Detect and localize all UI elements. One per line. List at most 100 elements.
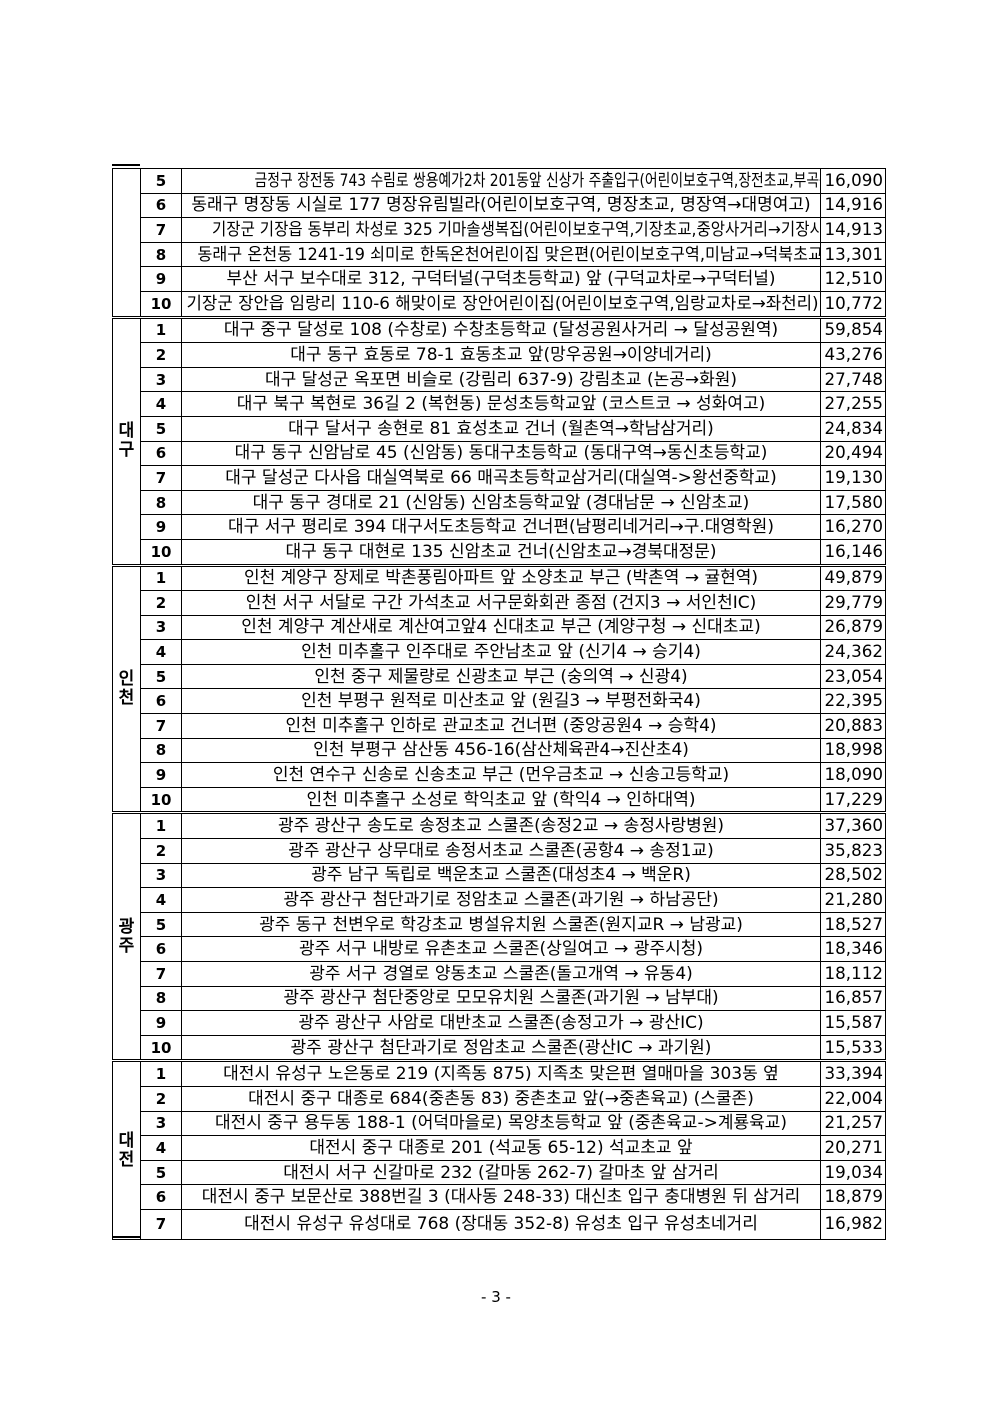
location-cell: 광주 서구 내방로 유촌초교 스쿨존(상일여고 → 광주시청) xyxy=(181,936,821,962)
rank-cell-text: 8 xyxy=(155,741,167,760)
rank-cell-text: 4 xyxy=(155,891,167,910)
location-cell: 인천 서구 서달로 구간 가석초교 서구문화회관 종점 (건지3 → 서인천IC… xyxy=(181,590,821,616)
count-cell-text: 18,112 xyxy=(824,963,883,984)
count-cell-text: 18,090 xyxy=(824,765,883,786)
count-cell: 24,362 xyxy=(820,639,886,665)
location-cell-text: 인천 중구 제물량로 신광초교 부근 (숭의역 → 신광4) xyxy=(314,666,688,687)
table-row: 8 동래구 온천동 1241-19 쇠미로 한독온천어린이집 맞은편(어린이보호구… xyxy=(113,241,886,268)
count-cell: 16,857 xyxy=(820,985,886,1012)
location-cell-text: 인천 미추홀구 인하로 관교초교 건너편 (중앙공원4 → 승학4) xyxy=(285,715,717,736)
rank-cell: 2 xyxy=(140,838,182,864)
rank-cell-text: 10 xyxy=(150,294,172,313)
table-row: 8 대구 동구 경대로 21 (신암동) 신암초등학교앞 (경대남문 → 신암초교… xyxy=(113,489,886,516)
location-cell: 대전시 유성구 노은동로 219 (지족동 875) 지족초 맞은편 열매마을 … xyxy=(181,1059,821,1087)
location-cell: 대전시 중구 보문산로 388번길 3 (대사동 248-33) 대신초 입구 … xyxy=(181,1184,821,1210)
location-cell: 동래구 명장동 시실로 177 명장유림빌라(어린이보호구역, 명장초교, 명장… xyxy=(181,192,821,219)
count-cell-text: 18,879 xyxy=(824,1187,883,1208)
count-cell: 16,270 xyxy=(820,514,886,540)
location-cell-text: 대전시 중구 보문산로 388번길 3 (대사동 248-33) 대신초 입구 … xyxy=(201,1187,801,1208)
rank-cell: 4 xyxy=(140,639,182,665)
count-cell-text: 17,229 xyxy=(824,789,883,810)
rank-cell-text: 10 xyxy=(150,542,172,561)
location-cell-text: 광주 광산구 상무대로 송정서초교 스쿨존(공항4 → 송정1교) xyxy=(288,840,714,861)
count-cell-text: 22,395 xyxy=(824,691,883,712)
location-cell: 대전시 중구 용두동 188-1 (어덕마을로) 목양초등학교 앞 (중촌육교-… xyxy=(181,1110,821,1137)
location-cell: 기장군 장안읍 임랑리 110-6 해맞이로 장안어린이집(어린이보호구역,임랑… xyxy=(181,290,821,318)
location-cell-text: 대구 동구 신암남로 45 (신암동) 동대구초등학교 (동대구역→동신초등학교… xyxy=(234,443,768,464)
rank-cell-text: 1 xyxy=(155,569,167,588)
location-cell: 광주 서구 경열로 양동초교 스쿨존(돌고개역 → 유동4) xyxy=(181,961,821,987)
table-row: 7 광주 서구 경열로 양동초교 스쿨존(돌고개역 → 유동4) 18,112 xyxy=(113,961,886,987)
rank-cell: 9 xyxy=(140,1010,182,1036)
location-cell-text: 인천 미추홀구 인주대로 주안남초교 앞 (신기4 → 승기4) xyxy=(301,642,701,663)
rank-cell-text: 5 xyxy=(155,915,167,934)
location-cell: 광주 광산구 상무대로 송정서초교 스쿨존(공항4 → 송정1교) xyxy=(181,838,821,864)
location-cell-text: 대전시 중구 대종로 201 (석교동 65-12) 석교초교 앞 xyxy=(309,1137,693,1158)
count-cell-text: 12,510 xyxy=(824,269,883,290)
rank-cell-text: 5 xyxy=(155,667,167,686)
location-cell-text: 대구 북구 복현로 36길 2 (복현동) 문성초등학교앞 (코스트코 → 성화… xyxy=(236,394,766,415)
table-row: 8 인천 부평구 삼산동 456-16(삼산체육관4→진산초4) 18,998 xyxy=(113,737,886,764)
table-row: 10 광주 광산구 첨단과기로 정암초교 스쿨존(광산IC → 과기원) 15,53… xyxy=(113,1034,886,1062)
location-cell-text: 대구 달성군 다사읍 대실역북로 66 매곡초등학교삼거리(대실역->왕선중학교… xyxy=(225,467,777,488)
count-cell-text: 14,913 xyxy=(824,219,883,240)
region-cell: 인천 xyxy=(112,563,141,814)
count-cell: 12,510 xyxy=(820,266,886,292)
count-cell: 14,913 xyxy=(820,217,886,243)
count-cell: 33,394 xyxy=(820,1059,886,1087)
location-cell-text: 대전시 중구 용두동 188-1 (어덕마을로) 목양초등학교 앞 (중촌육교-… xyxy=(214,1113,788,1134)
location-cell-text: 인천 부평구 원적로 미산초교 앞 (원길3 → 부평전화국4) xyxy=(301,691,701,712)
count-cell-text: 16,146 xyxy=(824,541,883,562)
location-cell-text: 광주 광산구 첨단중앙로 모모유치원 스쿨존(과기원 → 남부대) xyxy=(283,988,719,1009)
count-cell-text: 20,271 xyxy=(824,1137,883,1158)
count-cell: 49,879 xyxy=(820,563,886,592)
rank-cell-text: 3 xyxy=(155,618,167,637)
count-cell-text: 33,394 xyxy=(824,1064,883,1085)
rank-cell: 4 xyxy=(140,391,182,417)
rank-cell: 7 xyxy=(140,713,182,739)
rank-cell: 10 xyxy=(140,538,182,566)
table-row: 5 금정구 장전동 743 수림로 쌍용예가2차 201동앞 신상가 주출입구(어… xyxy=(112,168,886,318)
count-cell: 20,271 xyxy=(820,1135,886,1161)
count-cell-text: 19,130 xyxy=(824,467,883,488)
location-cell-text: 금정구 장전동 743 수림로 쌍용예가2차 201동앞 신상가 주출입구(어린… xyxy=(254,170,820,191)
location-cell: 인천 계양구 장제로 박촌풍림아파트 앞 소양초교 부근 (박촌역 → 귤현역) xyxy=(181,563,821,592)
table-row: 5 대전시 서구 신갈마로 232 (갈마동 262-7) 갈마초 앞 삼거리 19… xyxy=(113,1159,886,1186)
rank-cell-text: 7 xyxy=(155,220,167,239)
rank-cell-text: 1 xyxy=(155,1065,167,1084)
rank-cell: 6 xyxy=(140,192,182,219)
rank-cell: 3 xyxy=(140,366,182,393)
rank-cell: 9 xyxy=(140,266,182,292)
count-cell-text: 18,346 xyxy=(824,939,883,960)
location-cell-text: 대전시 유성구 노은동로 219 (지족동 875) 지족초 맞은편 열매마을 … xyxy=(223,1064,779,1085)
count-cell: 18,112 xyxy=(820,961,886,987)
traffic-count-table: 5 금정구 장전동 743 수림로 쌍용예가2차 201동앞 신상가 주출입구(어… xyxy=(112,168,886,1240)
location-cell-text: 대구 서구 평리로 394 대구서도초등학교 건너편(남평리네거리→구.대영학원… xyxy=(228,517,774,538)
count-cell-text: 14,916 xyxy=(824,195,883,216)
table-row: 3 광주 남구 독립로 백운초교 스쿨존(대성초4 → 백운R) 28,502 xyxy=(113,862,886,889)
location-cell-text: 대구 동구 대현로 135 신암초교 건너(신암초교→경북대정문) xyxy=(285,541,717,562)
rank-cell-text: 9 xyxy=(155,766,167,785)
location-cell: 광주 동구 천변우로 학강초교 병설유치원 스쿨존(원지교R → 남광교) xyxy=(181,911,821,938)
location-cell-text: 광주 남구 독립로 백운초교 스쿨존(대성초4 → 백운R) xyxy=(311,865,691,886)
count-cell-text: 27,255 xyxy=(824,394,883,415)
rank-cell: 5 xyxy=(140,911,182,938)
table-row: 대구 1 대구 중구 달성로 108 (수창로) 수창초등학교 (달성공원사거리 →… xyxy=(112,315,886,566)
location-cell: 광주 광산구 첨단과기로 정암초교 스쿨존(과기원 → 하남공단) xyxy=(181,887,821,913)
rank-cell: 10 xyxy=(140,1034,182,1062)
count-cell: 14,916 xyxy=(820,192,886,219)
rank-cell-text: 4 xyxy=(155,1138,167,1157)
table-row: 2 광주 광산구 상무대로 송정서초교 스쿨존(공항4 → 송정1교) 35,823 xyxy=(113,838,886,864)
rank-cell-text: 2 xyxy=(155,345,167,364)
location-cell-text: 동래구 명장동 시실로 177 명장유림빌라(어린이보호구역, 명장초교, 명장… xyxy=(191,195,811,216)
location-cell: 대구 동구 대현로 135 신암초교 건너(신암초교→경북대정문) xyxy=(181,538,821,566)
count-cell: 17,580 xyxy=(820,489,886,516)
location-cell-text: 대구 동구 경대로 21 (신암동) 신암초등학교앞 (경대남문 → 신암초교) xyxy=(252,492,750,513)
rank-cell-text: 6 xyxy=(155,692,167,711)
table-row: 6 대구 동구 신암남로 45 (신암동) 동대구초등학교 (동대구역→동신초등학… xyxy=(113,440,886,467)
table-row: 4 대전시 중구 대종로 201 (석교동 65-12) 석교초교 앞 20,271 xyxy=(113,1135,886,1161)
location-cell: 대구 북구 복현로 36길 2 (복현동) 문성초등학교앞 (코스트코 → 성화… xyxy=(181,391,821,417)
count-cell: 16,982 xyxy=(820,1208,886,1240)
rank-cell: 3 xyxy=(140,862,182,889)
rank-cell-text: 4 xyxy=(155,643,167,662)
